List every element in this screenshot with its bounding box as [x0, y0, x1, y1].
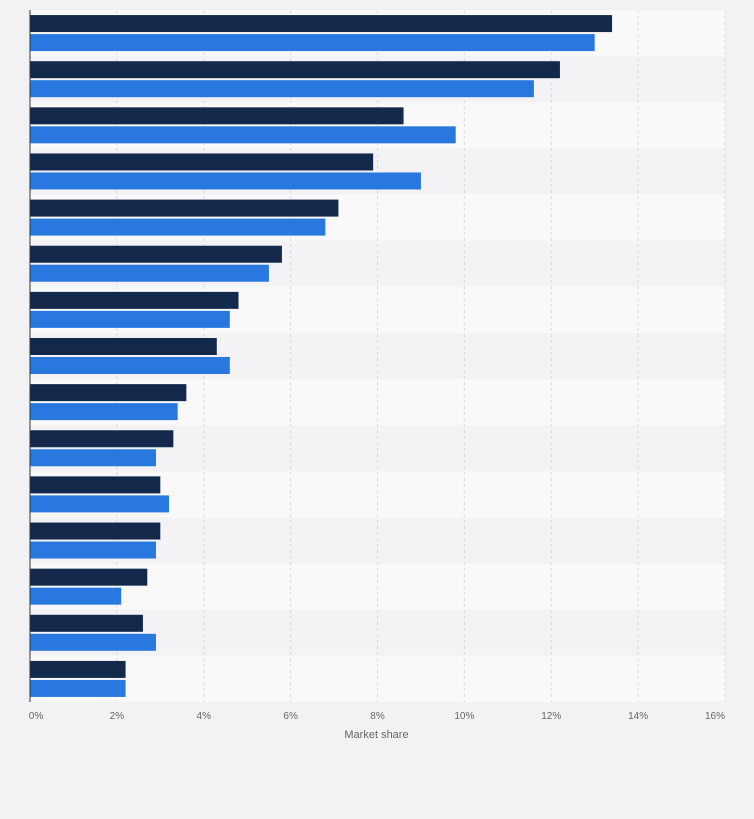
- bar-series-1: [30, 430, 174, 448]
- bar-series-2: [30, 633, 156, 651]
- x-tick-label: 12%: [541, 711, 561, 722]
- x-tick-label: 0%: [29, 711, 44, 722]
- bar-series-2: [30, 449, 156, 467]
- bar-series-2: [30, 310, 230, 328]
- bar-series-1: [30, 245, 282, 263]
- x-axis-title: Market share: [344, 729, 408, 741]
- x-tick-label: 2%: [110, 711, 125, 722]
- x-tick-label: 10%: [454, 711, 474, 722]
- bar-series-1: [30, 199, 339, 217]
- bar-series-2: [30, 541, 156, 559]
- bar-series-1: [30, 338, 217, 355]
- x-tick-label: 6%: [283, 711, 298, 722]
- bar-series-2: [30, 218, 326, 236]
- bar-series-1: [30, 61, 560, 79]
- bar-series-1: [30, 107, 404, 125]
- bar-series-2: [30, 126, 456, 144]
- bar-series-2: [30, 172, 421, 190]
- grid-lines: [116, 10, 726, 702]
- bar-series-2: [30, 357, 230, 374]
- x-tick-label: 8%: [370, 711, 385, 722]
- bar-series-1: [30, 568, 148, 586]
- bar-series-1: [30, 614, 143, 632]
- x-tick-label: 4%: [197, 711, 212, 722]
- bar-series-2: [30, 80, 534, 98]
- bar-series-1: [30, 291, 239, 309]
- bar-series-1: [30, 15, 613, 33]
- bar-series-1: [30, 476, 161, 494]
- bar-series-2: [30, 495, 169, 513]
- bar-series-1: [30, 153, 374, 171]
- x-axis-ticks: 0% 2% 4% 6% 8% 10% 12% 14% 16%: [29, 711, 725, 722]
- bar-series-1: [30, 384, 187, 402]
- bar-series-1: [30, 522, 161, 540]
- bar-series-2: [30, 403, 178, 421]
- x-tick-label: 16%: [705, 711, 725, 722]
- bars: [30, 15, 613, 697]
- x-tick-label: 14%: [628, 711, 648, 722]
- bar-series-2: [30, 34, 595, 52]
- bar-series-2: [30, 587, 122, 605]
- bar-series-2: [30, 679, 126, 697]
- bar-series-1: [30, 660, 126, 678]
- bar-series-2: [30, 264, 269, 282]
